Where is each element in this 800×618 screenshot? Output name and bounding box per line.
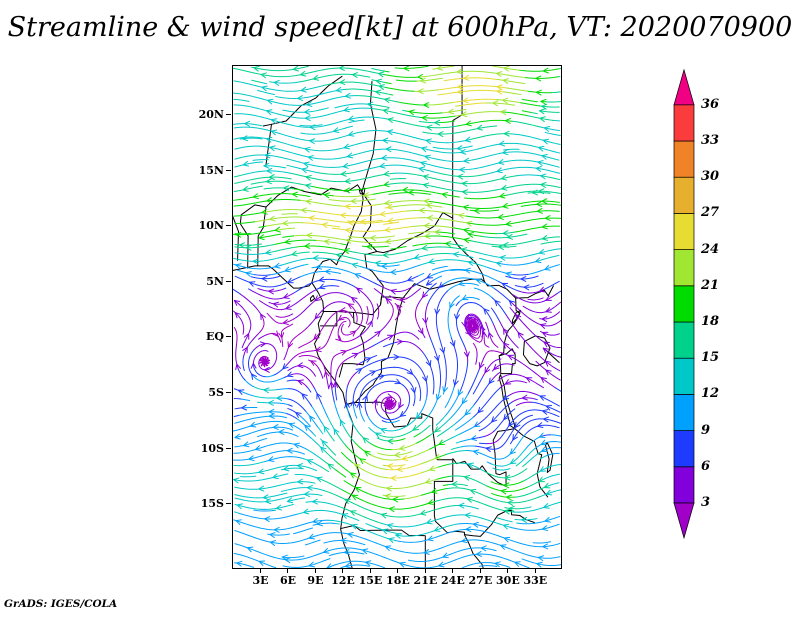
y-tick-label: 5S [208, 386, 224, 400]
colorbar-label: 12 [701, 386, 720, 402]
colorbar-label: 30 [701, 169, 720, 185]
x-tick-mark [259, 568, 261, 573]
colorbar-label: 9 [701, 422, 711, 438]
x-tick-label: 3E [252, 574, 269, 587]
colorbar-label: 27 [701, 205, 720, 221]
grads-attribution: GrADS: IGES/COLA [4, 598, 118, 610]
x-tick-mark [479, 568, 481, 573]
x-tick-label: 6E [279, 574, 296, 587]
colorbar-label: 15 [701, 350, 720, 366]
x-tick-mark [287, 568, 289, 573]
x-tick-mark [369, 568, 371, 573]
y-tick-label: EQ [206, 330, 224, 344]
colorbar-label: 6 [701, 458, 711, 474]
x-tick-label: 12E [331, 574, 355, 587]
x-tick-mark [534, 568, 536, 573]
streamline-map-canvas [233, 66, 561, 568]
y-tick-mark [226, 225, 231, 227]
y-tick-mark [226, 447, 231, 449]
x-tick-mark [424, 568, 426, 573]
y-tick-mark [226, 169, 231, 171]
x-tick-mark [452, 568, 454, 573]
colorbar-label: 33 [701, 133, 720, 148]
colorbar-label: 24 [701, 241, 720, 257]
x-tick-label: 24E [441, 574, 465, 587]
y-tick-label: 5N [206, 274, 224, 288]
colorbar-label: 3 [701, 495, 711, 510]
y-tick-label: 10N [198, 219, 224, 233]
colorbar-label: 36 [701, 96, 720, 112]
y-tick-label: 15N [198, 163, 224, 177]
x-tick-label: 15E [358, 574, 383, 587]
x-tick-mark [397, 568, 399, 573]
colorbar-label: 21 [701, 277, 720, 293]
y-tick-mark [226, 114, 231, 116]
x-tick-mark [314, 568, 316, 573]
x-tick-label: 21E [413, 574, 438, 587]
x-tick-label: 18E [386, 574, 410, 587]
colorbar-label: 18 [701, 314, 720, 329]
y-tick-label: 10S [200, 441, 224, 455]
x-tick-label: 30E [496, 574, 520, 587]
y-tick-mark [226, 503, 231, 505]
y-tick-label: 15S [200, 497, 224, 511]
x-tick-label: 33E [523, 574, 548, 587]
y-tick-label: 20N [198, 108, 224, 122]
x-tick-mark [507, 568, 509, 573]
y-tick-mark [226, 280, 231, 282]
colorbar-scale [671, 68, 697, 541]
map-plot-frame [232, 65, 562, 569]
x-tick-mark [342, 568, 344, 573]
y-tick-mark [226, 392, 231, 394]
x-tick-label: 9E [307, 574, 324, 587]
plot-title: Streamline & wind speed[kt] at 600hPa, V… [7, 12, 793, 43]
x-tick-label: 27E [468, 574, 493, 587]
y-tick-mark [226, 336, 231, 338]
